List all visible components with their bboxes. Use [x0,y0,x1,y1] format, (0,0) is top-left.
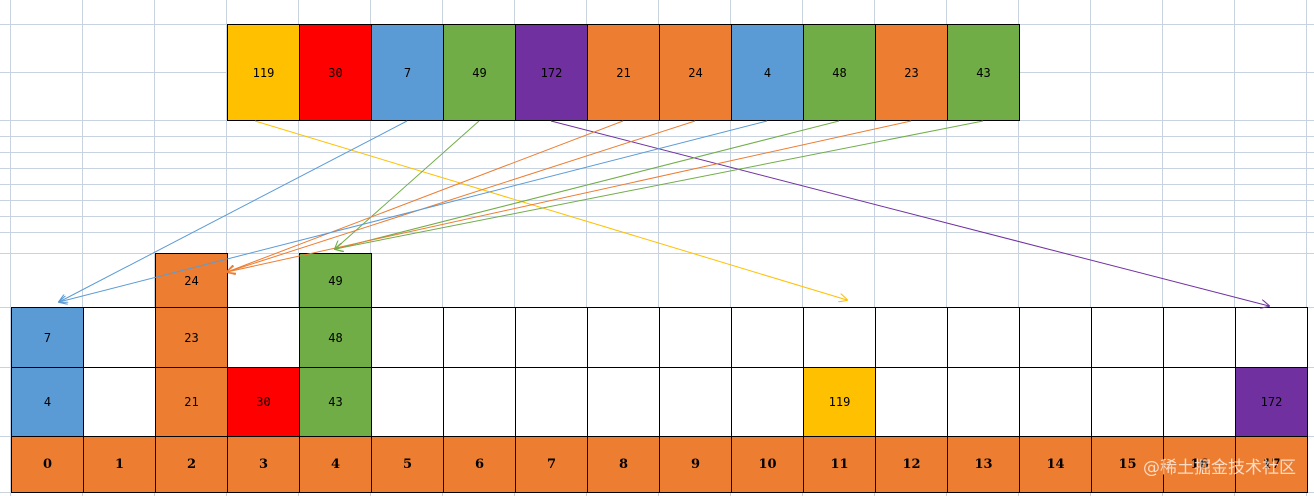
bucket-item: 30 [227,367,300,437]
bucket-index-cell: 8 [587,436,660,493]
bucket-index-cell: 4 [299,436,372,493]
bucket-index-cell: 17 [1235,436,1308,493]
empty-bucket-slot [731,367,804,437]
bucket-item: 7 [11,307,84,368]
empty-bucket-slot [1019,307,1092,368]
empty-bucket-slot [1235,307,1308,368]
bucket-item: 49 [299,253,372,308]
input-cell: 172 [515,24,588,121]
empty-bucket-slot [659,307,732,368]
empty-bucket-slot [443,307,516,368]
empty-bucket-slot [83,367,156,437]
empty-bucket-slot [731,307,804,368]
empty-bucket-slot [83,307,156,368]
bucket-index-cell: 2 [155,436,228,493]
input-cell: 49 [443,24,516,121]
bucket-index-cell: 1 [83,436,156,493]
input-cell: 23 [875,24,948,121]
input-cell: 21 [587,24,660,121]
empty-bucket-slot [587,367,660,437]
bucket-index-cell: 3 [227,436,300,493]
empty-bucket-slot [1163,307,1236,368]
empty-bucket-slot [227,307,300,368]
watermark: @稀土掘金技术社区 [1143,458,1296,478]
input-cell: 43 [947,24,1020,121]
input-cell: 7 [371,24,444,121]
empty-bucket-slot [371,307,444,368]
bucket-index-cell: 6 [443,436,516,493]
input-cell: 4 [731,24,804,121]
empty-bucket-slot [659,367,732,437]
bucket-index-cell: 0 [11,436,84,493]
empty-bucket-slot [1091,367,1164,437]
bucket-index-cell: 13 [947,436,1020,493]
empty-bucket-slot [443,367,516,437]
bucket-index-cell: 7 [515,436,588,493]
bucket-item: 119 [803,367,876,437]
bucket-index-cell: 10 [731,436,804,493]
empty-bucket-slot [371,367,444,437]
bucket-index-cell: 14 [1019,436,1092,493]
empty-bucket-slot [947,307,1020,368]
input-cell: 119 [227,24,300,121]
empty-bucket-slot [587,307,660,368]
empty-bucket-slot [515,367,588,437]
empty-bucket-slot [875,307,948,368]
bucket-item: 172 [1235,367,1308,437]
bucket-index-cell: 15 [1091,436,1164,493]
bucket-index-cell: 16 [1163,436,1236,493]
empty-bucket-slot [947,367,1020,437]
bucket-index-cell: 9 [659,436,732,493]
bucket-item: 21 [155,367,228,437]
empty-bucket-slot [875,367,948,437]
input-cell: 48 [803,24,876,121]
input-cell: 30 [299,24,372,121]
bucket-item: 24 [155,253,228,308]
bucket-index-cell: 5 [371,436,444,493]
empty-bucket-slot [515,307,588,368]
empty-bucket-slot [803,307,876,368]
bucket-index-cell: 12 [875,436,948,493]
bucket-item: 48 [299,307,372,368]
empty-bucket-slot [1091,307,1164,368]
empty-bucket-slot [1019,367,1092,437]
empty-bucket-slot [1163,367,1236,437]
bucket-item: 43 [299,367,372,437]
bucket-index-cell: 11 [803,436,876,493]
bucket-item: 4 [11,367,84,437]
input-cell: 24 [659,24,732,121]
bucket-item: 23 [155,307,228,368]
